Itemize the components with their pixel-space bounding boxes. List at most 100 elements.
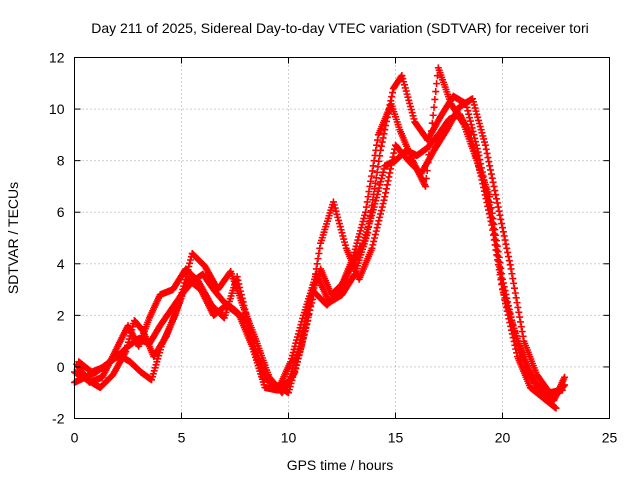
data-point xyxy=(370,190,378,198)
data-point xyxy=(372,146,380,154)
data-point xyxy=(507,265,515,273)
x-tick-label: 20 xyxy=(495,430,511,446)
data-point xyxy=(504,302,512,310)
data-point xyxy=(483,149,491,157)
data-point xyxy=(499,228,507,236)
data-point xyxy=(244,320,252,328)
data-point xyxy=(508,317,516,325)
data-point xyxy=(493,237,501,245)
data-point xyxy=(503,294,511,302)
data-point xyxy=(427,135,435,143)
data-point xyxy=(376,181,384,189)
data-point xyxy=(424,159,432,167)
data-point xyxy=(509,275,517,283)
data-point xyxy=(487,170,495,178)
data-point xyxy=(516,318,524,326)
data-point xyxy=(365,223,373,231)
data-point xyxy=(495,207,503,215)
data-point xyxy=(510,328,518,336)
data-point xyxy=(429,111,437,119)
data-point xyxy=(510,284,518,292)
data-point xyxy=(519,332,527,340)
data-point xyxy=(505,306,513,314)
data-point xyxy=(379,200,387,208)
data-point xyxy=(492,231,500,239)
data-point xyxy=(459,119,467,127)
data-point xyxy=(380,196,388,204)
data-point xyxy=(366,212,374,220)
data-point xyxy=(377,142,385,150)
data-point xyxy=(365,188,373,196)
data-point xyxy=(463,103,471,111)
data-point xyxy=(506,309,514,317)
data-point xyxy=(508,270,516,278)
data-point xyxy=(484,154,492,162)
data-point xyxy=(486,162,494,170)
data-point xyxy=(426,143,434,151)
data-point xyxy=(389,153,397,161)
data-point xyxy=(421,182,429,190)
data-point xyxy=(376,213,384,221)
data-point xyxy=(370,237,378,245)
data-point xyxy=(430,103,438,111)
data-point xyxy=(423,167,431,175)
data-point xyxy=(462,100,470,108)
data-point xyxy=(384,177,392,185)
data-point xyxy=(470,131,478,139)
data-point xyxy=(235,280,243,288)
data-point xyxy=(494,248,502,256)
y-tick-label: 10 xyxy=(49,101,65,117)
series-track-3 xyxy=(75,72,560,412)
data-point xyxy=(498,270,506,278)
data-point xyxy=(381,193,389,201)
data-point xyxy=(510,324,518,332)
data-point xyxy=(306,306,314,314)
data-point xyxy=(501,236,509,244)
data-point xyxy=(302,321,310,329)
data-point xyxy=(368,172,376,180)
data-point xyxy=(510,279,518,287)
data-point xyxy=(382,185,390,193)
data-point xyxy=(505,257,513,265)
data-point xyxy=(372,174,380,182)
data-point xyxy=(369,162,377,170)
x-tick-label: 10 xyxy=(281,430,297,446)
data-point xyxy=(466,117,474,125)
data-point xyxy=(370,157,378,165)
data-point xyxy=(487,198,495,206)
data-point xyxy=(308,295,316,303)
data-point xyxy=(186,256,194,264)
data-point xyxy=(373,168,381,176)
data-point xyxy=(496,211,504,219)
data-point xyxy=(368,201,376,209)
data-point xyxy=(488,209,496,217)
data-point xyxy=(474,148,482,156)
x-axis-label: GPS time / hours xyxy=(287,457,394,473)
data-point xyxy=(493,242,501,250)
data-point xyxy=(482,145,490,153)
data-point xyxy=(373,224,381,232)
data-point xyxy=(303,317,311,325)
data-point xyxy=(305,310,313,318)
data-point xyxy=(315,249,323,257)
y-tick-label: -2 xyxy=(52,411,65,427)
plot-frame xyxy=(74,57,610,419)
y-tick-label: 4 xyxy=(57,256,65,272)
data-point xyxy=(371,185,379,193)
x-tick-label: 5 xyxy=(178,430,186,446)
data-point xyxy=(372,227,380,235)
data-point xyxy=(488,174,496,182)
data-point xyxy=(504,253,512,261)
data-point xyxy=(469,127,477,135)
data-point xyxy=(236,284,244,292)
data-point xyxy=(314,255,322,263)
data-point xyxy=(499,275,506,283)
data-point xyxy=(502,240,510,248)
data-point xyxy=(491,187,499,195)
data-point xyxy=(514,303,522,311)
data-point xyxy=(465,110,473,118)
data-point xyxy=(512,294,520,302)
data-point xyxy=(515,308,523,316)
data-point xyxy=(499,224,506,232)
